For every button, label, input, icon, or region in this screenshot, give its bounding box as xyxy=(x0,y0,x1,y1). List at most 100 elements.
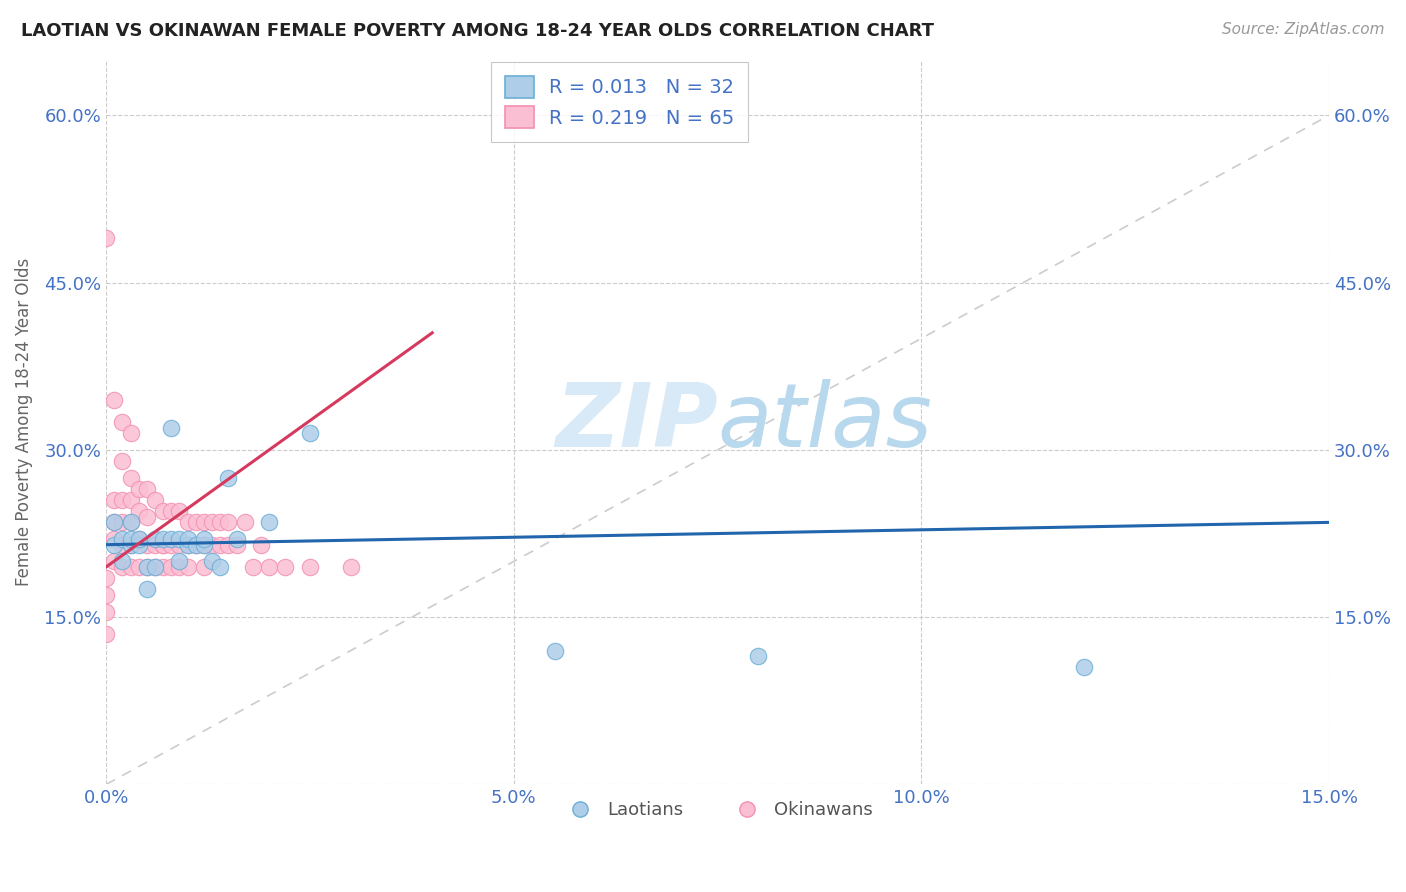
Point xyxy=(176,532,198,546)
Point xyxy=(120,516,142,530)
Point xyxy=(193,532,215,546)
Point xyxy=(120,426,142,441)
Point xyxy=(169,532,191,546)
Point xyxy=(111,560,134,574)
Point xyxy=(135,509,157,524)
Point xyxy=(160,504,183,518)
Point xyxy=(160,538,183,552)
Point xyxy=(120,532,142,546)
Point xyxy=(128,504,150,518)
Point xyxy=(111,538,134,552)
Point xyxy=(193,538,215,552)
Point xyxy=(143,560,166,574)
Point xyxy=(747,649,769,664)
Point xyxy=(217,538,239,552)
Point xyxy=(111,532,134,546)
Point xyxy=(176,538,198,552)
Point xyxy=(152,538,174,552)
Point xyxy=(184,538,207,552)
Point xyxy=(111,554,134,568)
Point xyxy=(169,560,191,574)
Point xyxy=(128,560,150,574)
Point xyxy=(143,560,166,574)
Point xyxy=(543,643,565,657)
Point xyxy=(103,392,125,407)
Point xyxy=(257,560,280,574)
Point xyxy=(152,560,174,574)
Point xyxy=(160,420,183,434)
Point xyxy=(274,560,297,574)
Point xyxy=(120,516,142,530)
Point xyxy=(111,415,134,429)
Point xyxy=(176,538,198,552)
Point xyxy=(184,538,207,552)
Point xyxy=(193,560,215,574)
Point xyxy=(339,560,361,574)
Point xyxy=(128,532,150,546)
Point xyxy=(193,516,215,530)
Point xyxy=(135,538,157,552)
Point xyxy=(209,560,232,574)
Point xyxy=(120,471,142,485)
Point xyxy=(193,538,215,552)
Point xyxy=(152,532,174,546)
Point xyxy=(120,538,142,552)
Point xyxy=(169,538,191,552)
Point xyxy=(103,516,125,530)
Point xyxy=(120,493,142,508)
Point xyxy=(201,554,224,568)
Point xyxy=(233,516,256,530)
Y-axis label: Female Poverty Among 18-24 Year Olds: Female Poverty Among 18-24 Year Olds xyxy=(15,258,32,586)
Point xyxy=(242,560,264,574)
Point xyxy=(184,516,207,530)
Point xyxy=(135,560,157,574)
Point xyxy=(169,504,191,518)
Point xyxy=(298,560,321,574)
Point xyxy=(103,538,125,552)
Point xyxy=(225,538,247,552)
Point xyxy=(135,482,157,496)
Point xyxy=(201,516,224,530)
Point xyxy=(160,532,183,546)
Point xyxy=(111,454,134,468)
Text: ZIP: ZIP xyxy=(555,378,717,466)
Point xyxy=(257,516,280,530)
Point xyxy=(135,582,157,597)
Point xyxy=(128,538,150,552)
Point xyxy=(111,493,134,508)
Point xyxy=(94,571,117,585)
Point xyxy=(135,560,157,574)
Point xyxy=(143,538,166,552)
Point xyxy=(176,560,198,574)
Point xyxy=(94,588,117,602)
Point xyxy=(111,516,134,530)
Point xyxy=(225,532,247,546)
Text: Source: ZipAtlas.com: Source: ZipAtlas.com xyxy=(1222,22,1385,37)
Point xyxy=(94,231,117,245)
Point xyxy=(143,532,166,546)
Text: LAOTIAN VS OKINAWAN FEMALE POVERTY AMONG 18-24 YEAR OLDS CORRELATION CHART: LAOTIAN VS OKINAWAN FEMALE POVERTY AMONG… xyxy=(21,22,934,40)
Point xyxy=(176,516,198,530)
Point xyxy=(201,538,224,552)
Point xyxy=(152,504,174,518)
Point xyxy=(120,538,142,552)
Point xyxy=(103,554,125,568)
Point xyxy=(120,560,142,574)
Point xyxy=(160,560,183,574)
Point xyxy=(94,627,117,641)
Point xyxy=(103,516,125,530)
Text: atlas: atlas xyxy=(717,379,932,465)
Point xyxy=(128,482,150,496)
Point xyxy=(94,605,117,619)
Point xyxy=(217,471,239,485)
Point xyxy=(1073,660,1095,674)
Point xyxy=(250,538,273,552)
Point xyxy=(298,426,321,441)
Point xyxy=(209,538,232,552)
Point xyxy=(128,532,150,546)
Point xyxy=(169,554,191,568)
Point xyxy=(103,493,125,508)
Point xyxy=(143,493,166,508)
Point xyxy=(217,516,239,530)
Legend: Laotians, Okinawans: Laotians, Okinawans xyxy=(555,794,880,826)
